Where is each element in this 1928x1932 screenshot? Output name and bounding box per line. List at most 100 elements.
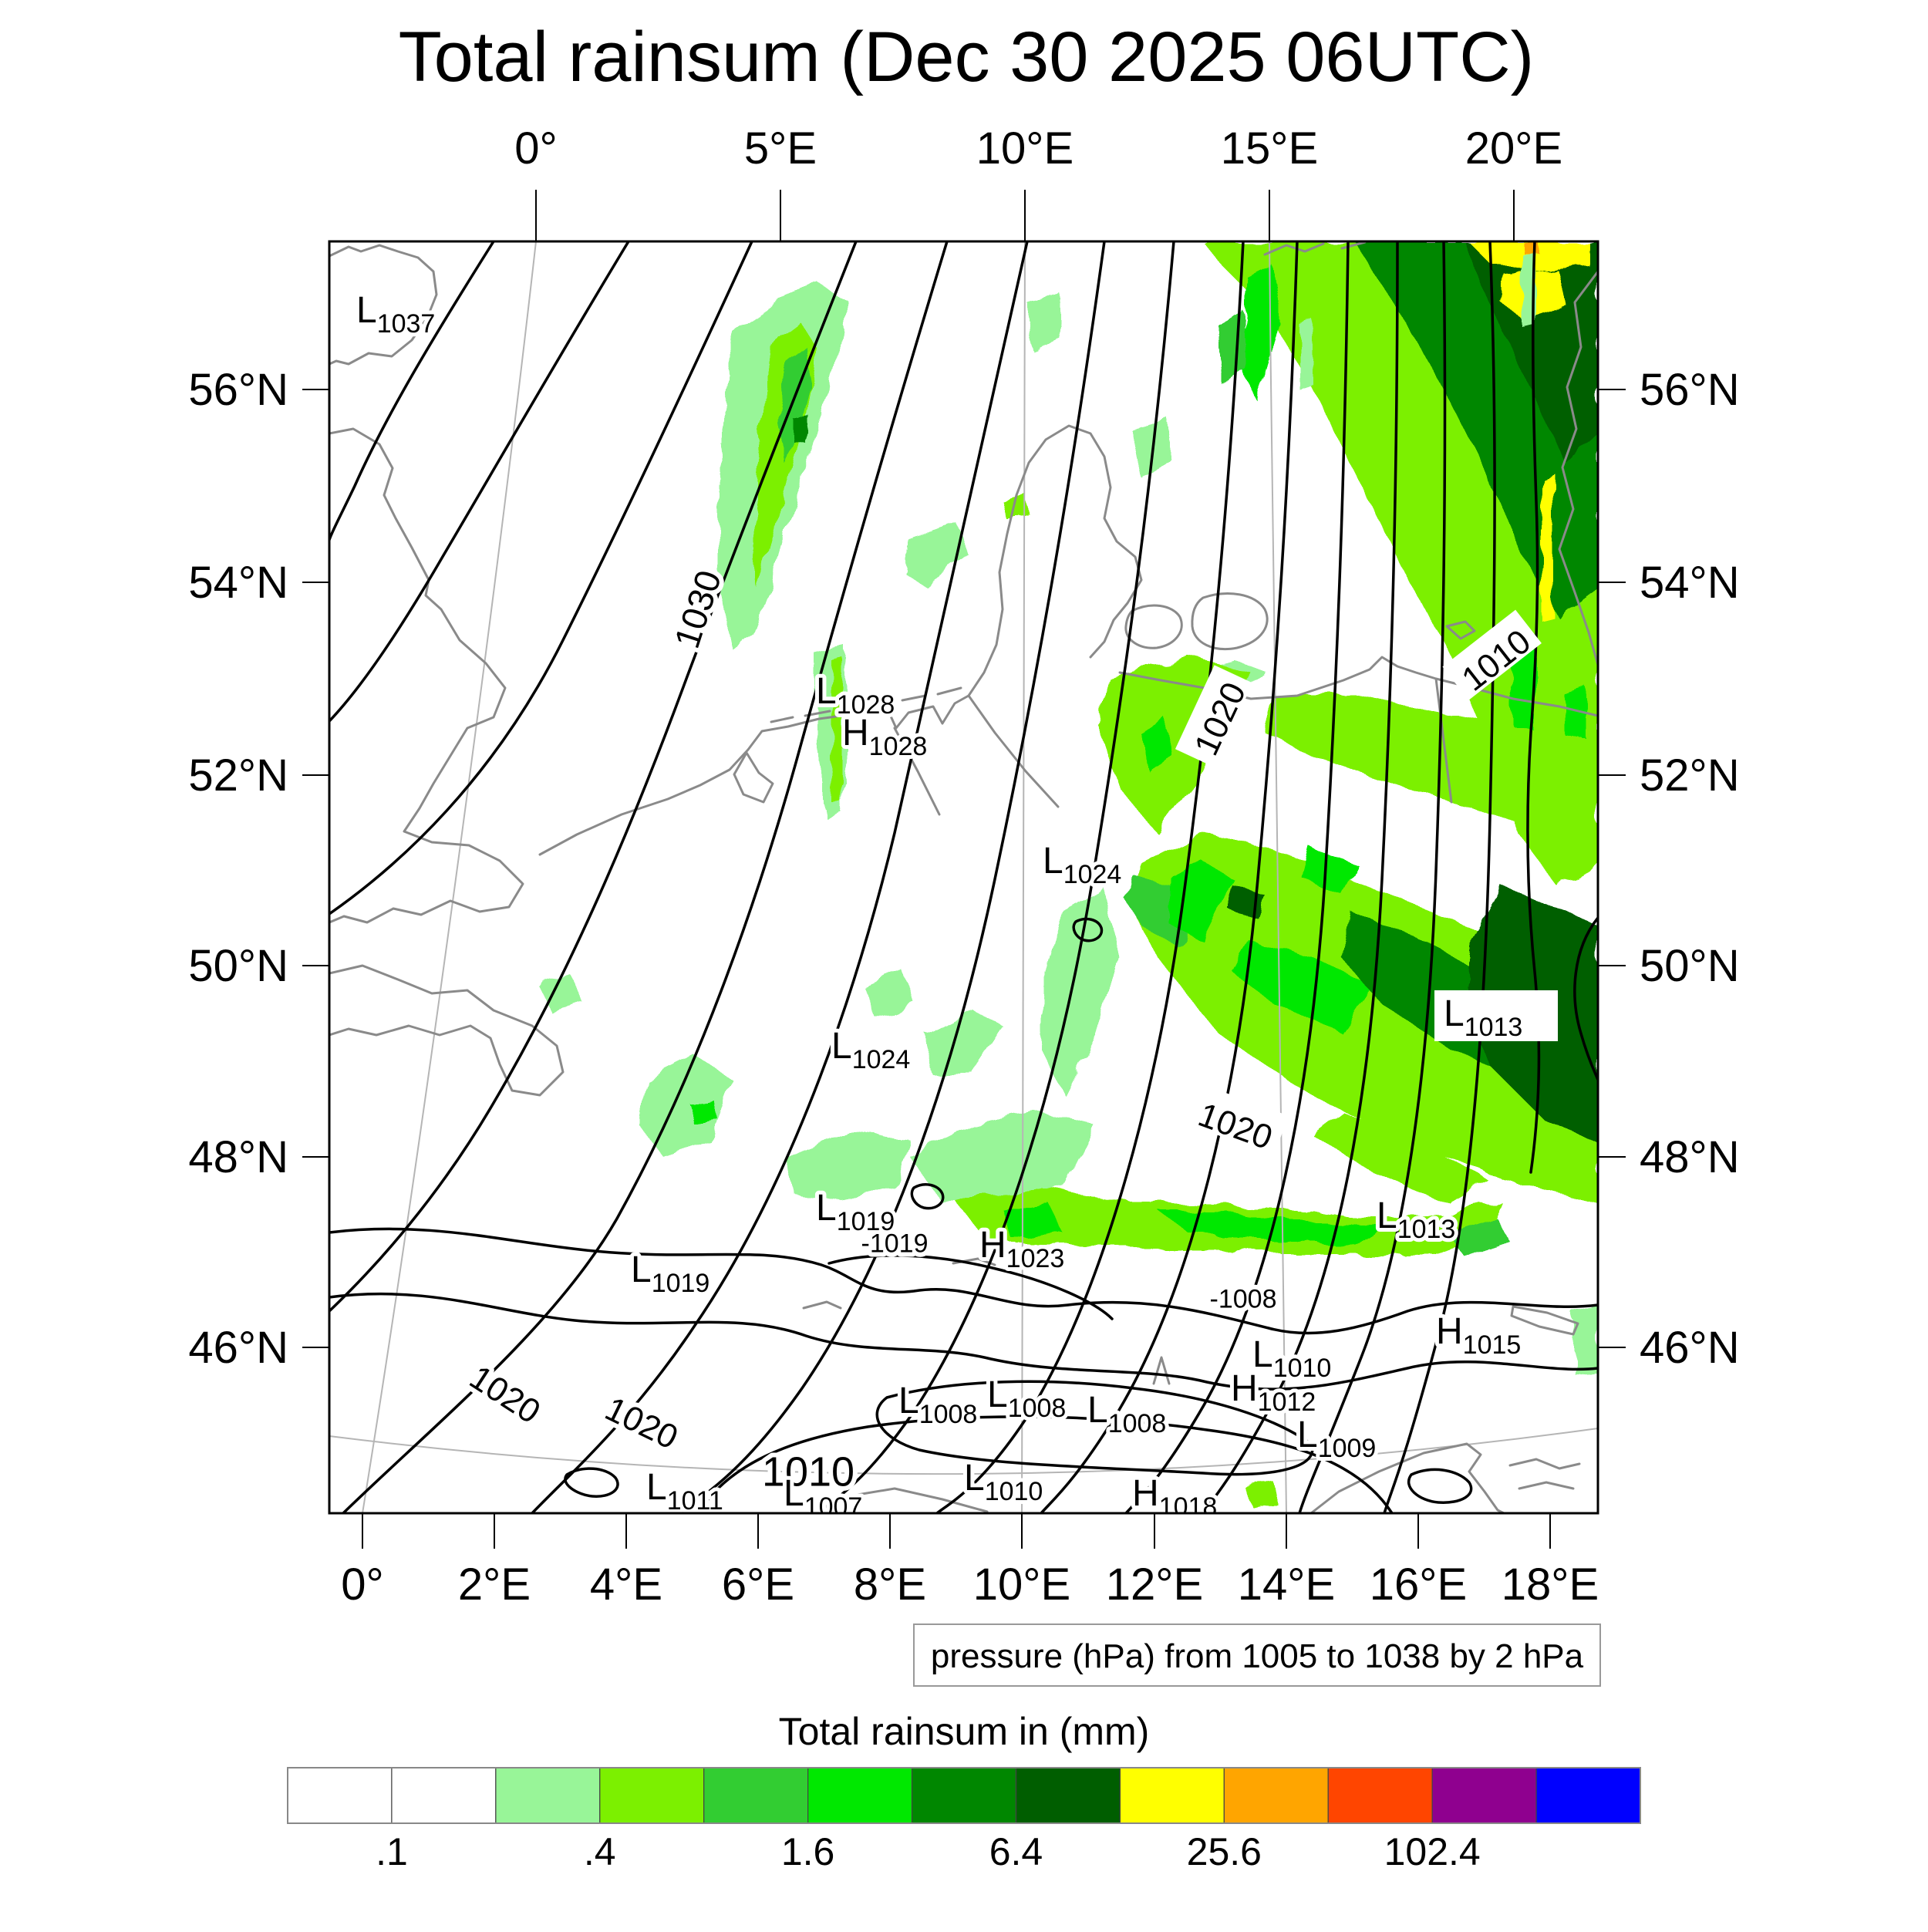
pressure-center-text: L1009 bbox=[1297, 1414, 1376, 1463]
colorbar-cell bbox=[1223, 1767, 1329, 1824]
pressure-center-text: H1015 bbox=[1436, 1311, 1521, 1360]
left-axis-label: 46°N bbox=[188, 1323, 288, 1373]
isobar-label: -1008 bbox=[1205, 1280, 1282, 1319]
pressure-center-text: L1028 bbox=[816, 671, 895, 720]
rain-patch bbox=[1026, 292, 1061, 352]
isobar-label: 1010 bbox=[757, 1444, 859, 1499]
map-frame bbox=[328, 240, 1599, 1515]
pressure-center-l1024: L1024 bbox=[1039, 837, 1125, 893]
colorbar-tick-label: .4 bbox=[584, 1830, 616, 1873]
pressure-center-h1023: H1023 bbox=[976, 1221, 1068, 1277]
pressure-center-text: L1008 bbox=[898, 1381, 977, 1429]
pressure-center-text: L1013 bbox=[1377, 1195, 1455, 1244]
pressure-center-text: H1012 bbox=[1231, 1368, 1316, 1417]
rain-patch bbox=[925, 1009, 1003, 1075]
rain-patch bbox=[1448, 1217, 1510, 1257]
rain-patch bbox=[538, 975, 583, 1013]
colorbar-cell bbox=[391, 1767, 497, 1824]
pressure-center-text: L1019 bbox=[816, 1188, 895, 1236]
axes-layer: 0° 5°E 10°E 15°E 20°E 0° 2°E 4°E 6°E 8°E 10°E 12°E 1… bbox=[188, 123, 1739, 1610]
rain-patch bbox=[831, 657, 842, 802]
rain-patch bbox=[1465, 242, 1598, 463]
right-axis-label: 52°N bbox=[1640, 750, 1740, 801]
top-axis-label: 15°E bbox=[1221, 123, 1318, 174]
colorbar-cell bbox=[1119, 1767, 1225, 1824]
rain-patch bbox=[1510, 648, 1535, 743]
colorbar-cell bbox=[599, 1767, 705, 1824]
top-axis-label: 10°E bbox=[976, 123, 1074, 174]
isobar-label-box bbox=[1442, 609, 1542, 700]
isobar-label: -1019 bbox=[857, 1225, 933, 1263]
pressure-center-text: L1024 bbox=[831, 1026, 910, 1074]
rain-patch bbox=[1524, 243, 1539, 254]
colorbar-tick-label: 102.4 bbox=[1384, 1830, 1481, 1873]
top-axis-label: 20°E bbox=[1465, 123, 1562, 174]
colorbar-cell bbox=[911, 1767, 1017, 1824]
pressure-center-l1019: L1019 bbox=[812, 1184, 898, 1240]
colorbar-cell bbox=[1015, 1767, 1121, 1824]
colorbar-cell bbox=[1327, 1767, 1433, 1824]
bottom-axis-label: 10°E bbox=[973, 1559, 1070, 1610]
pressure-center-l1007: L1007 bbox=[780, 1469, 866, 1522]
colorbar-outline bbox=[287, 1767, 1641, 1824]
pressure-center-text: L1007 bbox=[784, 1473, 862, 1522]
pressure-center-text: L1008 bbox=[987, 1374, 1066, 1423]
pressure-center-text: H1023 bbox=[979, 1225, 1064, 1273]
pressure-center-text: L1008 bbox=[1087, 1390, 1166, 1438]
pressure-center-l1010: L1010 bbox=[960, 1454, 1047, 1510]
colorbar-tick-label: 25.6 bbox=[1187, 1830, 1262, 1873]
rain-patch bbox=[1299, 319, 1314, 390]
colorbar-cell bbox=[1431, 1767, 1537, 1824]
pressure-center-l1037: L1037 bbox=[352, 286, 439, 342]
colorbar-cell bbox=[287, 1767, 393, 1824]
rain-patch bbox=[785, 1132, 910, 1202]
isobar-label-text: -1019 bbox=[861, 1229, 929, 1259]
top-axis-label: 0° bbox=[514, 123, 557, 174]
rain-patch bbox=[1001, 494, 1030, 518]
pressure-center-text: L1019 bbox=[631, 1249, 710, 1298]
pressure-center-h1028: H1028 bbox=[838, 709, 931, 765]
top-axis-label: 5°E bbox=[744, 123, 817, 174]
rain-patch bbox=[1003, 1203, 1064, 1237]
pressure-center-l1010: L1010 bbox=[1249, 1330, 1335, 1387]
pressure-center-l1008: L1008 bbox=[983, 1371, 1070, 1427]
rain-patch bbox=[1541, 474, 1555, 620]
pressure-center-l1008: L1008 bbox=[1084, 1386, 1170, 1442]
colorbar-tick-label: 6.4 bbox=[989, 1830, 1043, 1873]
pressure-center-l1028: L1028 bbox=[812, 667, 898, 723]
rain-patch bbox=[793, 415, 808, 444]
pressure-center-text: L1024 bbox=[1043, 841, 1121, 889]
right-axis-label: 50°N bbox=[1640, 941, 1740, 991]
pressure-center-text: L1011 bbox=[646, 1467, 723, 1516]
right-axis-label: 46°N bbox=[1640, 1323, 1740, 1373]
colorbar-tick-label: 1.6 bbox=[781, 1830, 835, 1873]
left-axis-label: 48°N bbox=[188, 1132, 288, 1182]
bottom-axis-label: 18°E bbox=[1502, 1559, 1599, 1610]
rain-patch bbox=[1140, 717, 1172, 771]
pressure-center-h1015: H1015 bbox=[1432, 1307, 1525, 1364]
isobar-layer bbox=[329, 241, 1598, 1513]
colorbar: .1 .4 1.6 6.4 25.6 102.4 bbox=[287, 1767, 1641, 1873]
colorbar-title: Total rainsum in (mm) bbox=[779, 1710, 1150, 1753]
rain-patch bbox=[1303, 848, 1357, 895]
left-axis-label: 52°N bbox=[188, 750, 288, 801]
pressure-center-l1019: L1019 bbox=[627, 1246, 713, 1302]
pressure-center-l1009: L1009 bbox=[1293, 1411, 1380, 1467]
pressure-center-text: L1013 bbox=[1444, 993, 1522, 1042]
pressure-center-l1013: L1013 bbox=[1434, 990, 1558, 1046]
rain-patch bbox=[640, 1055, 733, 1157]
pressure-center-text: L1037 bbox=[356, 290, 435, 339]
rain-patch bbox=[1246, 1481, 1277, 1507]
bottom-axis-label: 4°E bbox=[590, 1559, 662, 1610]
rain-fill-layer bbox=[538, 242, 1598, 1507]
pressure-center-h1012: H1012 bbox=[1227, 1364, 1320, 1421]
right-axis-label: 48°N bbox=[1640, 1132, 1740, 1182]
bottom-axis-label: 8°E bbox=[854, 1559, 926, 1610]
pressure-caption-box bbox=[913, 1623, 1601, 1687]
colorbar-tick-label: .1 bbox=[376, 1830, 408, 1873]
coastline-layer bbox=[329, 241, 1598, 1513]
left-axis-label: 56°N bbox=[188, 365, 288, 415]
pressure-center-box bbox=[1434, 990, 1558, 1041]
